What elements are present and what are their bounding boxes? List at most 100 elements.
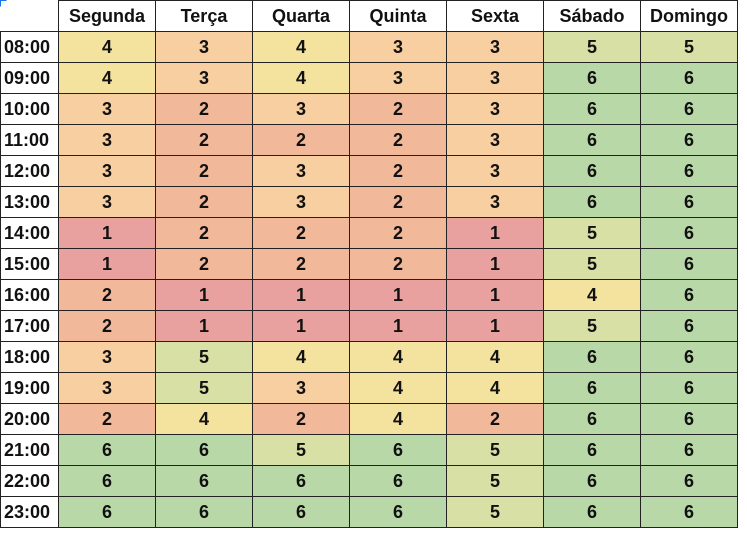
value-cell[interactable]: 3 bbox=[58, 124, 156, 156]
value-cell[interactable]: 4 bbox=[446, 341, 544, 373]
header-cell[interactable]: Terça bbox=[155, 0, 253, 32]
value-cell[interactable]: 6 bbox=[543, 93, 641, 125]
time-cell[interactable]: 13:00 bbox=[0, 186, 59, 218]
value-cell[interactable]: 1 bbox=[446, 279, 544, 311]
value-cell[interactable]: 6 bbox=[252, 496, 350, 528]
value-cell[interactable]: 6 bbox=[349, 465, 447, 497]
value-cell[interactable]: 5 bbox=[446, 496, 544, 528]
value-cell[interactable]: 6 bbox=[543, 403, 641, 435]
header-cell[interactable]: Domingo bbox=[640, 0, 738, 32]
value-cell[interactable]: 6 bbox=[640, 310, 738, 342]
value-cell[interactable]: 2 bbox=[252, 217, 350, 249]
value-cell[interactable]: 6 bbox=[543, 124, 641, 156]
value-cell[interactable]: 6 bbox=[543, 372, 641, 404]
value-cell[interactable]: 4 bbox=[252, 62, 350, 94]
time-cell[interactable]: 12:00 bbox=[0, 155, 59, 187]
value-cell[interactable]: 2 bbox=[349, 217, 447, 249]
time-cell[interactable]: 23:00 bbox=[0, 496, 59, 528]
value-cell[interactable]: 2 bbox=[155, 93, 253, 125]
value-cell[interactable]: 6 bbox=[640, 155, 738, 187]
value-cell[interactable]: 1 bbox=[58, 248, 156, 280]
value-cell[interactable]: 2 bbox=[252, 403, 350, 435]
value-cell[interactable]: 6 bbox=[155, 496, 253, 528]
value-cell[interactable]: 5 bbox=[446, 465, 544, 497]
value-cell[interactable]: 3 bbox=[58, 186, 156, 218]
time-cell[interactable]: 09:00 bbox=[0, 62, 59, 94]
value-cell[interactable]: 6 bbox=[543, 465, 641, 497]
value-cell[interactable]: 4 bbox=[349, 372, 447, 404]
value-cell[interactable]: 4 bbox=[349, 403, 447, 435]
value-cell[interactable]: 3 bbox=[446, 31, 544, 63]
value-cell[interactable]: 5 bbox=[543, 217, 641, 249]
value-cell[interactable]: 3 bbox=[252, 186, 350, 218]
time-cell[interactable]: 08:00 bbox=[0, 31, 59, 63]
value-cell[interactable]: 6 bbox=[543, 341, 641, 373]
value-cell[interactable]: 1 bbox=[446, 217, 544, 249]
value-cell[interactable]: 5 bbox=[446, 434, 544, 466]
value-cell[interactable]: 1 bbox=[349, 279, 447, 311]
time-cell[interactable]: 18:00 bbox=[0, 341, 59, 373]
value-cell[interactable]: 6 bbox=[640, 93, 738, 125]
value-cell[interactable]: 6 bbox=[640, 279, 738, 311]
value-cell[interactable]: 3 bbox=[58, 155, 156, 187]
value-cell[interactable]: 2 bbox=[155, 124, 253, 156]
value-cell[interactable]: 6 bbox=[543, 155, 641, 187]
value-cell[interactable]: 6 bbox=[155, 434, 253, 466]
value-cell[interactable]: 2 bbox=[58, 279, 156, 311]
value-cell[interactable]: 3 bbox=[446, 62, 544, 94]
value-cell[interactable]: 1 bbox=[446, 248, 544, 280]
value-cell[interactable]: 6 bbox=[349, 496, 447, 528]
value-cell[interactable]: 4 bbox=[58, 31, 156, 63]
value-cell[interactable]: 2 bbox=[155, 155, 253, 187]
value-cell[interactable]: 3 bbox=[446, 186, 544, 218]
value-cell[interactable]: 5 bbox=[155, 372, 253, 404]
value-cell[interactable]: 5 bbox=[543, 248, 641, 280]
header-cell[interactable]: Quarta bbox=[252, 0, 350, 32]
value-cell[interactable]: 1 bbox=[252, 310, 350, 342]
value-cell[interactable]: 6 bbox=[543, 496, 641, 528]
time-cell[interactable]: 11:00 bbox=[0, 124, 59, 156]
value-cell[interactable]: 1 bbox=[252, 279, 350, 311]
value-cell[interactable]: 1 bbox=[58, 217, 156, 249]
value-cell[interactable]: 6 bbox=[543, 186, 641, 218]
value-cell[interactable]: 2 bbox=[349, 124, 447, 156]
value-cell[interactable]: 2 bbox=[155, 248, 253, 280]
value-cell[interactable]: 6 bbox=[640, 124, 738, 156]
value-cell[interactable]: 4 bbox=[349, 341, 447, 373]
value-cell[interactable]: 5 bbox=[543, 31, 641, 63]
value-cell[interactable]: 6 bbox=[640, 186, 738, 218]
value-cell[interactable]: 5 bbox=[640, 31, 738, 63]
value-cell[interactable]: 6 bbox=[252, 465, 350, 497]
value-cell[interactable]: 6 bbox=[58, 434, 156, 466]
value-cell[interactable]: 3 bbox=[252, 372, 350, 404]
value-cell[interactable]: 2 bbox=[349, 93, 447, 125]
value-cell[interactable]: 5 bbox=[543, 310, 641, 342]
corner-cell[interactable] bbox=[0, 0, 59, 32]
time-cell[interactable]: 22:00 bbox=[0, 465, 59, 497]
value-cell[interactable]: 4 bbox=[58, 62, 156, 94]
value-cell[interactable]: 3 bbox=[252, 155, 350, 187]
value-cell[interactable]: 4 bbox=[252, 31, 350, 63]
value-cell[interactable]: 4 bbox=[543, 279, 641, 311]
time-cell[interactable]: 17:00 bbox=[0, 310, 59, 342]
value-cell[interactable]: 1 bbox=[349, 310, 447, 342]
value-cell[interactable]: 2 bbox=[58, 310, 156, 342]
value-cell[interactable]: 6 bbox=[640, 465, 738, 497]
time-cell[interactable]: 19:00 bbox=[0, 372, 59, 404]
value-cell[interactable]: 1 bbox=[155, 279, 253, 311]
value-cell[interactable]: 6 bbox=[640, 248, 738, 280]
value-cell[interactable]: 6 bbox=[640, 341, 738, 373]
value-cell[interactable]: 3 bbox=[446, 93, 544, 125]
value-cell[interactable]: 3 bbox=[155, 31, 253, 63]
value-cell[interactable]: 2 bbox=[349, 248, 447, 280]
value-cell[interactable]: 3 bbox=[58, 372, 156, 404]
value-cell[interactable]: 4 bbox=[252, 341, 350, 373]
header-cell[interactable]: Quinta bbox=[349, 0, 447, 32]
value-cell[interactable]: 2 bbox=[155, 186, 253, 218]
value-cell[interactable]: 4 bbox=[446, 372, 544, 404]
value-cell[interactable]: 6 bbox=[58, 465, 156, 497]
value-cell[interactable]: 6 bbox=[640, 403, 738, 435]
value-cell[interactable]: 6 bbox=[640, 62, 738, 94]
value-cell[interactable]: 2 bbox=[349, 186, 447, 218]
value-cell[interactable]: 3 bbox=[349, 62, 447, 94]
